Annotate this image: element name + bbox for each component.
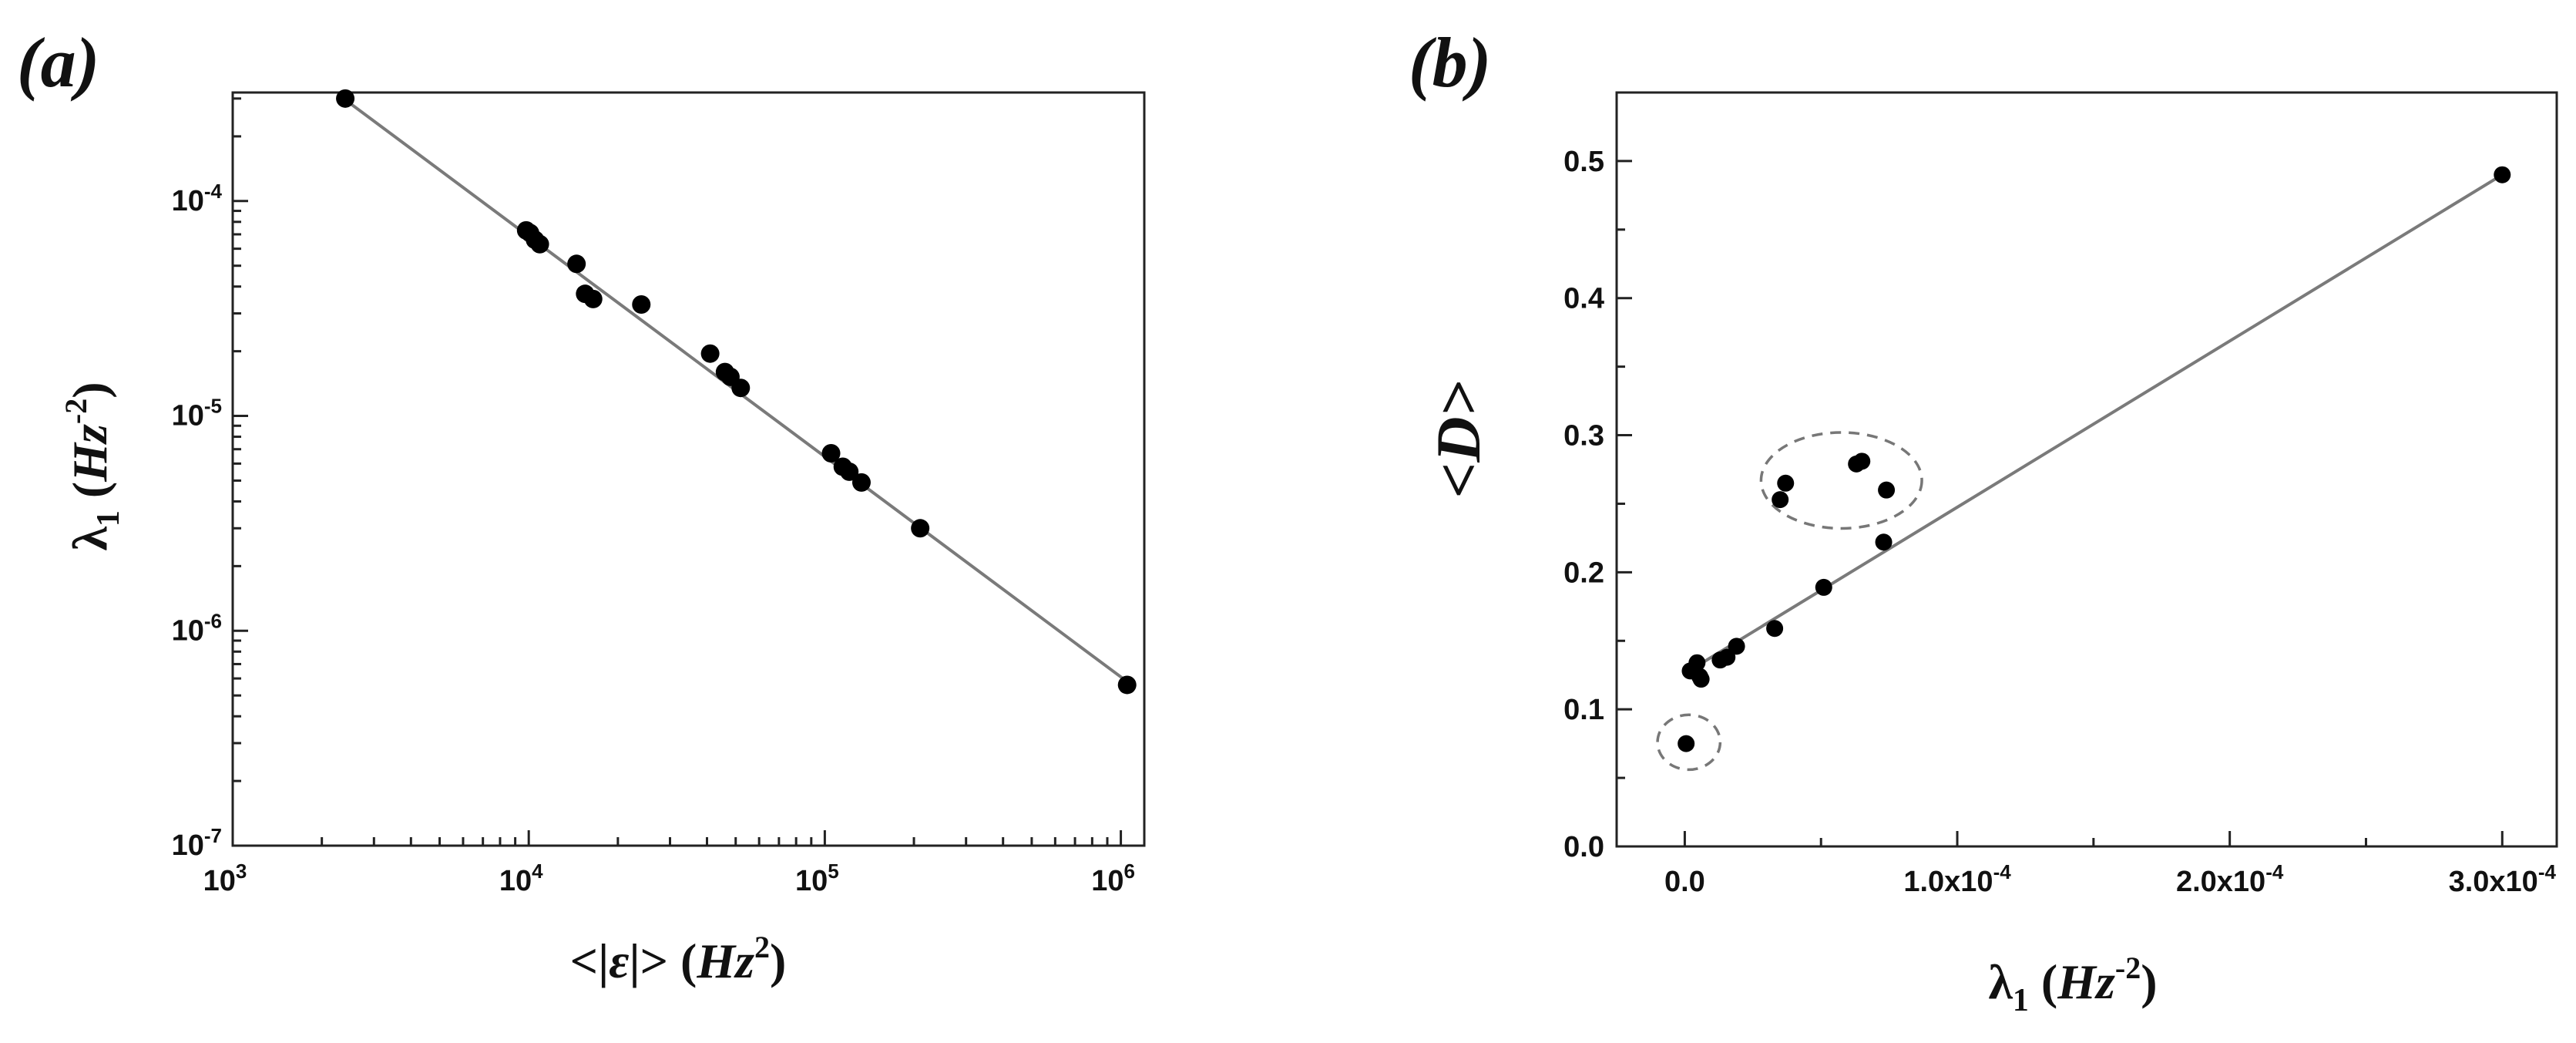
panel-a-points <box>336 89 1137 695</box>
panel-a-x-tick-label: 104 <box>499 860 543 897</box>
panel-b-y-axis-title: <D> <box>1423 381 1493 499</box>
panel-a-y-tick-label: 10-4 <box>172 180 223 217</box>
panel-a-y-tick-label: 10-6 <box>172 609 222 647</box>
panel-a-data-point <box>731 379 751 398</box>
panel-a-y-tick-label: 10-7 <box>172 824 222 862</box>
panel-a-x-tick-label: 106 <box>1091 860 1135 897</box>
panel-b-data-point <box>2494 166 2511 183</box>
panel-b-x-axis-title: λ1 (Hz-2) <box>1988 950 2157 1018</box>
panel-b-x-tick-label: 3.0x10-4 <box>2449 860 2557 898</box>
panel-a-x-tick-label: 103 <box>203 860 247 897</box>
panel-b-data-point <box>1692 671 1710 688</box>
panel-b-data-point <box>1853 453 1871 470</box>
panel-b-x-tick-label: 2.0x10-4 <box>2176 860 2284 898</box>
panel-a-label: (a) <box>17 23 99 102</box>
panel-a-data-point <box>911 519 930 538</box>
panel-a-data-point <box>840 462 859 481</box>
panel-b-data-point <box>1718 648 1736 666</box>
panel-a-x-axis-title: <|ε|> (Hz2) <box>570 930 787 988</box>
panel-b-x-tick-label: 1.0x10-4 <box>1903 860 2011 898</box>
panel-a-data-point <box>632 295 651 315</box>
panel-b-data-point <box>1688 654 1706 671</box>
panel-b-data-point <box>1766 620 1784 638</box>
panel-b-data-point <box>1777 474 1795 492</box>
panel-b-data-point <box>1815 578 1832 596</box>
panel-b: (b) 0.0 1.0x10-4 2.0x10-4 3.0x10-4 0.0 0.1 0.2… <box>1409 23 2558 1018</box>
panel-b-y-tick-label: 0.3 <box>1563 420 1604 453</box>
panel-a-y-tick-label: 10-5 <box>172 395 222 432</box>
panel-a-data-point <box>530 234 549 254</box>
panel-a-x-tick-label: 105 <box>795 860 839 897</box>
panel-a-plot-frame <box>231 91 1146 847</box>
panel-b-points <box>1678 166 2511 752</box>
panel-b-ticks: 0.0 1.0x10-4 2.0x10-4 3.0x10-4 0.0 0.1 0.2 0.3 0… <box>1563 146 2556 898</box>
panel-a-data-point <box>567 254 586 274</box>
panel-b-label: (b) <box>1409 23 1491 102</box>
panel-b-y-tick-label: 0.4 <box>1563 283 1604 315</box>
panel-b-plot-frame <box>1615 91 2558 848</box>
panel-b-y-tick-label: 0.0 <box>1563 831 1604 863</box>
panel-a-y-axis-title: λ1 (Hz-2) <box>59 382 126 550</box>
panel-b-y-tick-label: 0.1 <box>1563 694 1604 726</box>
panel-b-highlight-ellipse <box>1759 431 1923 530</box>
panel-b-fit <box>1688 173 2504 673</box>
panel-a-data-point <box>1117 675 1137 695</box>
panel-b-data-point <box>1678 735 1695 752</box>
panel-b-data-point <box>1772 491 1789 509</box>
panel-a-data-point <box>700 344 720 363</box>
panel-b-highlights <box>1656 431 1923 772</box>
panel-a-data-point <box>851 473 871 492</box>
panel-a: (a) 103 104 105 106 10-7 10-6 10-5 10-4 <|ε|> (… <box>17 23 1146 988</box>
panel-b-y-tick-label: 0.2 <box>1563 557 1604 589</box>
panel-b-fit-line <box>1688 173 2504 673</box>
panel-a-ticks: 103 104 105 106 10-7 10-6 10-5 10-4 <box>172 97 1135 897</box>
panel-a-data-point <box>821 444 841 463</box>
panel-b-x-tick-label: 0.0 <box>1664 866 1705 898</box>
panel-b-y-tick-label: 0.5 <box>1563 146 1604 178</box>
panel-a-data-point <box>336 89 355 108</box>
panel-b-data-point <box>1875 533 1893 551</box>
panel-b-highlight-ellipse <box>1656 713 1722 772</box>
panel-a-data-point <box>583 289 603 308</box>
panel-b-data-point <box>1728 638 1745 655</box>
panel-b-data-point <box>1878 481 1896 499</box>
